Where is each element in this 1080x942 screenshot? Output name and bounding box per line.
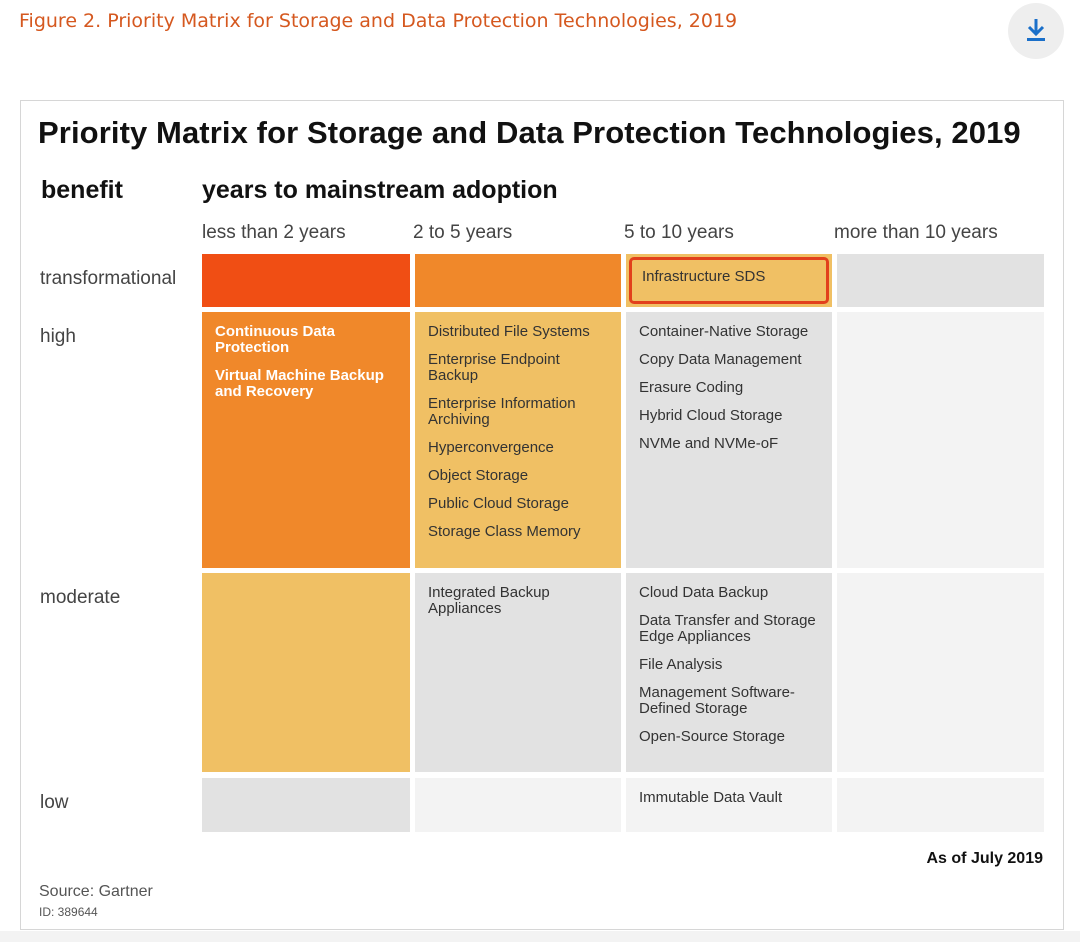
technology-item: Integrated Backup Appliances xyxy=(428,584,550,617)
priority-matrix-figure: Priority Matrix for Storage and Data Pro… xyxy=(20,100,1064,930)
technology-item: Open-Source Storage xyxy=(639,728,785,745)
cell-moderate-2to5: Integrated Backup Appliances xyxy=(415,573,621,772)
technology-item: Erasure Coding xyxy=(639,379,744,396)
technology-item: Container-Native Storage xyxy=(639,323,809,340)
technology-item: Distributed File Systems xyxy=(428,323,590,340)
download-button[interactable] xyxy=(1008,3,1064,59)
technology-item: Object Storage xyxy=(428,467,529,484)
source-id: ID: 389644 xyxy=(39,905,98,919)
technology-item: Immutable Data Vault xyxy=(639,789,783,806)
cell-transformational-2to5 xyxy=(415,254,621,307)
technology-item: Storage Class Memory xyxy=(428,523,581,540)
row-header-high: high xyxy=(40,326,76,347)
as-of-date: As of July 2019 xyxy=(926,850,1044,867)
matrix-title: Priority Matrix for Storage and Data Pro… xyxy=(38,115,1021,150)
cell-high-lt2: Continuous Data Protection Virtual Machi… xyxy=(202,312,410,568)
technology-item: Enterprise Endpoint Backup xyxy=(428,351,560,384)
figure-caption: Figure 2. Priority Matrix for Storage an… xyxy=(19,10,738,32)
technology-item: Data Transfer and Storage Edge Appliance… xyxy=(639,612,816,645)
column-header-5-to-10: 5 to 10 years xyxy=(624,222,734,243)
cell-high-2to5: Distributed File Systems Enterprise Endp… xyxy=(415,312,621,568)
technology-item: Hyperconvergence xyxy=(428,439,554,456)
cell-low-lt2 xyxy=(202,778,410,832)
cell-transformational-lt2 xyxy=(202,254,410,307)
technology-item: Virtual Machine Backup and Recovery xyxy=(215,367,384,400)
cell-moderate-5to10: Cloud Data Backup Data Transfer and Stor… xyxy=(626,573,832,772)
column-header-2-to-5: 2 to 5 years xyxy=(413,222,513,243)
technology-item: Hybrid Cloud Storage xyxy=(639,407,783,424)
cell-moderate-gt10 xyxy=(837,573,1044,772)
years-axis-label: years to mainstream adoption xyxy=(202,176,558,204)
row-header-moderate: moderate xyxy=(40,587,121,608)
cell-low-5to10: Immutable Data Vault xyxy=(626,778,832,832)
technology-item: Enterprise Information Archiving xyxy=(428,395,576,428)
highlighted-technology: Infrastructure SDS xyxy=(629,257,829,304)
technology-item: Management Software-Defined Storage xyxy=(639,684,795,717)
row-header-low: low xyxy=(40,792,69,813)
cell-transformational-gt10 xyxy=(837,254,1044,307)
technology-item: Public Cloud Storage xyxy=(428,495,569,512)
technology-item: Cloud Data Backup xyxy=(639,584,769,601)
download-icon xyxy=(1027,19,1045,41)
cell-low-2to5 xyxy=(415,778,621,832)
column-header-more-than-10: more than 10 years xyxy=(834,222,998,243)
cell-low-gt10 xyxy=(837,778,1044,832)
technology-item: File Analysis xyxy=(639,656,723,673)
source-credit: Source: Gartner xyxy=(39,883,153,900)
column-header-less-than-2: less than 2 years xyxy=(202,222,346,243)
bottom-strip xyxy=(0,931,1080,942)
technology-item: Copy Data Management xyxy=(639,351,802,368)
row-header-transformational: transformational xyxy=(40,268,177,289)
cell-transformational-5to10: Infrastructure SDS xyxy=(626,254,832,307)
technology-item: NVMe and NVMe-oF xyxy=(639,435,779,452)
cell-high-gt10 xyxy=(837,312,1044,568)
cell-moderate-lt2 xyxy=(202,573,410,772)
technology-item: Continuous Data Protection xyxy=(215,323,335,356)
benefit-axis-label: benefit xyxy=(41,176,123,204)
cell-high-5to10: Container-Native Storage Copy Data Manag… xyxy=(626,312,832,568)
